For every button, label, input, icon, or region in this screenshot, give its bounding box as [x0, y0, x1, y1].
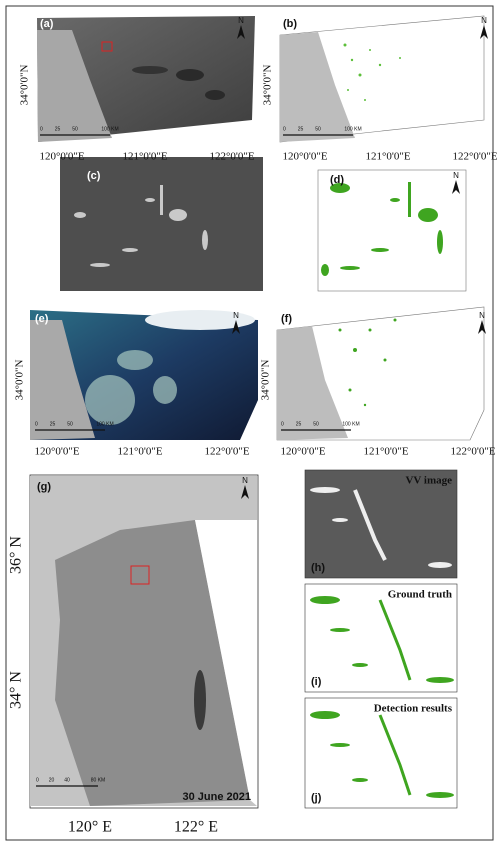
longitude-label: 120°0'0"E — [282, 151, 327, 163]
north-arrow — [232, 320, 240, 334]
panel-e — [30, 310, 258, 440]
north-label: N — [233, 311, 239, 320]
longitude-label: 122°0'0"E — [204, 446, 249, 458]
north-label: N — [453, 171, 459, 180]
north-label: N — [481, 16, 487, 25]
panel-j — [304, 697, 458, 809]
longitude-label: 120° E — [68, 819, 112, 836]
latitude-label: 34°0'0"N — [262, 65, 274, 106]
scale-label: 100 KM — [96, 421, 113, 427]
panel-c — [60, 157, 263, 291]
panel-a — [37, 16, 255, 142]
panel-f — [276, 306, 485, 441]
figure-border — [5, 5, 494, 841]
north-label: N — [238, 16, 244, 25]
latitude-label: 34°0'0"N — [19, 65, 31, 106]
latitude-label: 36° N — [8, 536, 25, 574]
longitude-label: 121°0'0"E — [365, 151, 410, 163]
longitude-label: 121°0'0"E — [122, 151, 167, 163]
panel-label: (j) — [311, 792, 322, 804]
scale-label: 0 — [281, 421, 284, 427]
panel-title: VV image — [405, 475, 452, 487]
panel-label: (b) — [283, 18, 297, 30]
date-label: 30 June 2021 — [183, 791, 252, 803]
north-arrow — [478, 320, 486, 334]
scale-label: 100 KM — [101, 126, 118, 132]
panel-g — [29, 474, 259, 809]
north-arrow — [452, 180, 460, 194]
longitude-label: 121°0'0"E — [117, 446, 162, 458]
panel-i — [304, 583, 458, 693]
longitude-label: 121°0'0"E — [363, 446, 408, 458]
scale-label: 80 KM — [91, 777, 105, 783]
scale-label: 100 KM — [342, 421, 359, 427]
panel-label: (a) — [40, 18, 54, 30]
panel-label: (h) — [311, 562, 325, 574]
panel-label: (g) — [37, 481, 51, 493]
longitude-label: 122°0'0"E — [450, 446, 495, 458]
scale-label: 50 — [72, 126, 78, 132]
longitude-label: 120°0'0"E — [34, 446, 79, 458]
scale-label: 25 — [50, 421, 56, 427]
panel-label: (i) — [311, 676, 322, 688]
scale-label: 25 — [296, 421, 302, 427]
longitude-label: 122° E — [174, 819, 218, 836]
longitude-label: 122°0'0"E — [209, 151, 254, 163]
scale-label: 50 — [313, 421, 319, 427]
scale-label: 20 — [49, 777, 55, 783]
north-arrow — [480, 25, 488, 39]
scale-label: 0 — [35, 421, 38, 427]
longitude-label: 120°0'0"E — [39, 151, 84, 163]
scale-label: 40 — [64, 777, 70, 783]
panel-h — [304, 469, 458, 579]
north-arrow — [237, 25, 245, 39]
latitude-label: 34°0'0"N — [14, 360, 26, 401]
latitude-label: 34°0'0"N — [260, 360, 272, 401]
panel-b — [279, 15, 485, 143]
scale-label: 25 — [298, 126, 304, 132]
scale-label: 25 — [55, 126, 61, 132]
panel-title: Detection results — [374, 703, 453, 715]
scale-label: 0 — [36, 777, 39, 783]
scale-label: 50 — [67, 421, 73, 427]
longitude-label: 122°0'0"E — [452, 151, 497, 163]
scale-label: 0 — [40, 126, 43, 132]
panel-d — [317, 169, 467, 292]
panel-label: (f) — [281, 313, 292, 325]
north-label: N — [242, 476, 248, 485]
panel-label: (d) — [330, 174, 344, 186]
north-label: N — [479, 311, 485, 320]
panel-label: (c) — [87, 170, 101, 182]
panel-title: Ground truth — [388, 589, 452, 601]
scale-label: 0 — [283, 126, 286, 132]
latitude-label: 34° N — [8, 671, 25, 709]
scale-label: 100 KM — [344, 126, 361, 132]
scale-label: 50 — [315, 126, 321, 132]
panel-label: (e) — [35, 313, 49, 325]
longitude-label: 120°0'0"E — [280, 446, 325, 458]
north-arrow — [241, 485, 249, 499]
